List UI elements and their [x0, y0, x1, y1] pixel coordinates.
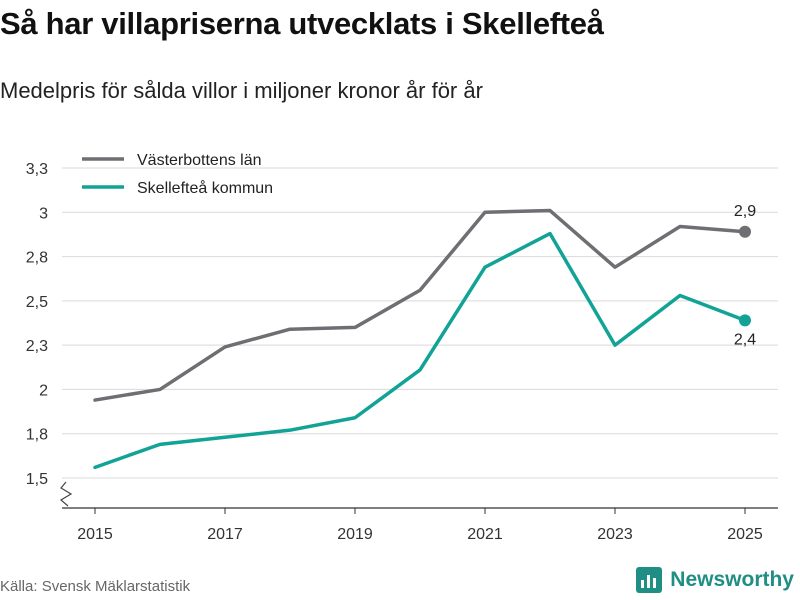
end-value-label: 2,9 [734, 203, 756, 220]
series-line-vasterbotten [93, 208, 747, 402]
x-axis [59, 481, 778, 509]
x-tick-label: 2015 [77, 526, 113, 543]
x-tick-label: 2019 [337, 526, 373, 543]
end-point-marker [739, 314, 751, 327]
chart-title: Så har villapriserna utvecklats i Skelle… [0, 6, 604, 41]
chart-bars-icon [636, 567, 663, 593]
x-tick-label: 2025 [727, 526, 763, 543]
y-tick-label: 2,8 [26, 250, 48, 267]
grid-lines [62, 167, 778, 479]
y-axis-ticks: 1,5 1,8 2 2,3 2,5 2,8 3 3,3 [26, 161, 48, 488]
axis-break-mark [59, 481, 73, 507]
chart-subtitle: Medelpris för sålda villor i miljoner kr… [0, 78, 483, 103]
legend-label: Västerbottens län [137, 152, 262, 169]
x-tick-label: 2021 [467, 526, 503, 543]
y-tick-label: 1,8 [26, 427, 48, 444]
end-value-label: 2,4 [734, 331, 756, 348]
source-note: Källa: Svensk Mäklarstatistik [0, 578, 191, 595]
brand-logo: Newsworthy [636, 567, 794, 593]
x-axis-ticks: 2015 2017 2019 2021 2023 2025 [77, 508, 763, 543]
y-tick-label: 2 [39, 382, 48, 399]
legend-label: Skellefteå kommun [137, 179, 273, 197]
series-lines: 2,9 2,4 [93, 203, 756, 470]
series-line-skelleftea [93, 231, 747, 470]
y-tick-label: 3,3 [26, 161, 48, 178]
y-tick-label: 3 [39, 205, 48, 222]
y-tick-label: 2,3 [26, 338, 48, 355]
legend: Västerbottens län Skellefteå kommun [82, 152, 273, 197]
x-tick-label: 2017 [207, 526, 243, 543]
end-point-marker [739, 225, 751, 238]
brand-name: Newsworthy [670, 568, 794, 591]
y-tick-label: 1,5 [26, 471, 48, 488]
y-tick-label: 2,5 [26, 294, 48, 311]
x-tick-label: 2023 [597, 526, 633, 543]
